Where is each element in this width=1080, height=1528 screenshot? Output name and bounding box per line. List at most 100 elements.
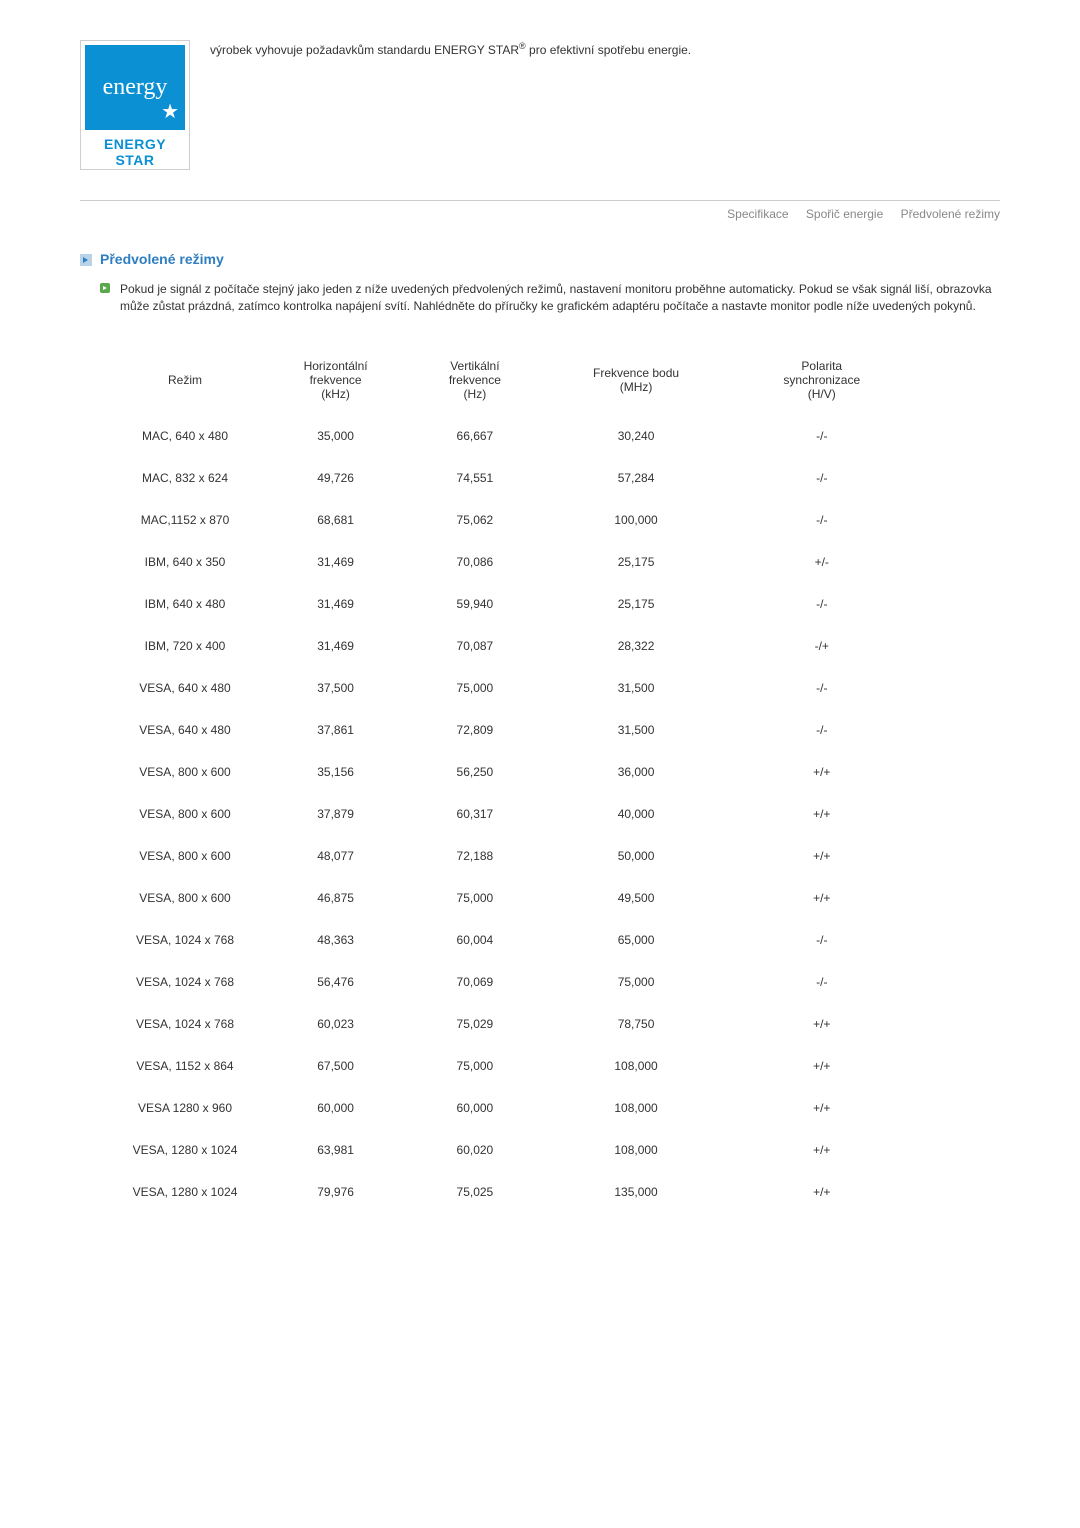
cell-hfreq: 79,976 <box>260 1171 411 1213</box>
cell-vfreq: 75,000 <box>411 1045 538 1087</box>
cell-vfreq: 56,250 <box>411 751 538 793</box>
table-row: IBM, 640 x 48031,46959,94025,175-/- <box>110 583 910 625</box>
cell-polarity: -/- <box>734 457 910 499</box>
cell-pixelclock: 57,284 <box>539 457 734 499</box>
th-pixelclock: Frekvence bodu (MHz) <box>539 345 734 415</box>
cell-hfreq: 35,000 <box>260 415 411 457</box>
table-row: VESA, 800 x 60048,07772,18850,000+/+ <box>110 835 910 877</box>
cell-polarity: +/- <box>734 541 910 583</box>
cell-pixelclock: 28,322 <box>539 625 734 667</box>
cell-vfreq: 75,000 <box>411 877 538 919</box>
cell-pixelclock: 36,000 <box>539 751 734 793</box>
cell-polarity: +/+ <box>734 1003 910 1045</box>
cell-mode: VESA 1280 x 960 <box>110 1087 260 1129</box>
cell-vfreq: 75,025 <box>411 1171 538 1213</box>
cell-mode: VESA, 800 x 600 <box>110 877 260 919</box>
cell-pixelclock: 108,000 <box>539 1129 734 1171</box>
cell-vfreq: 75,029 <box>411 1003 538 1045</box>
cell-hfreq: 63,981 <box>260 1129 411 1171</box>
cell-mode: IBM, 640 x 350 <box>110 541 260 583</box>
cell-vfreq: 60,020 <box>411 1129 538 1171</box>
cell-pixelclock: 30,240 <box>539 415 734 457</box>
cell-mode: VESA, 640 x 480 <box>110 709 260 751</box>
cell-hfreq: 60,000 <box>260 1087 411 1129</box>
cell-pixelclock: 135,000 <box>539 1171 734 1213</box>
heading-text: Předvolené režimy <box>100 251 224 267</box>
table-row: MAC, 832 x 62449,72674,55157,284-/- <box>110 457 910 499</box>
cell-vfreq: 74,551 <box>411 457 538 499</box>
cell-mode: IBM, 720 x 400 <box>110 625 260 667</box>
cell-hfreq: 31,469 <box>260 625 411 667</box>
energy-text-post: pro efektivní spotřebu energie. <box>526 43 691 57</box>
cell-vfreq: 60,000 <box>411 1087 538 1129</box>
cell-polarity: -/- <box>734 961 910 1003</box>
cell-vfreq: 70,086 <box>411 541 538 583</box>
body-bullet-icon <box>100 281 110 291</box>
cell-vfreq: 75,062 <box>411 499 538 541</box>
th-polarity: Polarita synchronizace (H/V) <box>734 345 910 415</box>
nav-spec[interactable]: Specifikace <box>727 207 788 221</box>
top-section: energy ★ ENERGY STAR výrobek vyhovuje po… <box>80 40 1000 170</box>
cell-mode: VESA, 800 x 600 <box>110 835 260 877</box>
cell-pixelclock: 65,000 <box>539 919 734 961</box>
cell-mode: VESA, 1280 x 1024 <box>110 1171 260 1213</box>
cell-vfreq: 60,317 <box>411 793 538 835</box>
cell-polarity: -/- <box>734 499 910 541</box>
cell-hfreq: 68,681 <box>260 499 411 541</box>
cell-hfreq: 56,476 <box>260 961 411 1003</box>
cell-pixelclock: 100,000 <box>539 499 734 541</box>
cell-hfreq: 31,469 <box>260 583 411 625</box>
table-row: IBM, 640 x 35031,46970,08625,175+/- <box>110 541 910 583</box>
table-row: MAC, 640 x 48035,00066,66730,240-/- <box>110 415 910 457</box>
cell-polarity: -/- <box>734 919 910 961</box>
cell-hfreq: 49,726 <box>260 457 411 499</box>
table-row: VESA, 1280 x 102479,97675,025135,000+/+ <box>110 1171 910 1213</box>
cell-polarity: -/- <box>734 415 910 457</box>
cell-vfreq: 59,940 <box>411 583 538 625</box>
cell-vfreq: 72,809 <box>411 709 538 751</box>
table-row: VESA 1280 x 96060,00060,000108,000+/+ <box>110 1087 910 1129</box>
cell-pixelclock: 49,500 <box>539 877 734 919</box>
cell-vfreq: 70,087 <box>411 625 538 667</box>
cell-vfreq: 70,069 <box>411 961 538 1003</box>
cell-polarity: -/+ <box>734 625 910 667</box>
cell-vfreq: 60,004 <box>411 919 538 961</box>
cell-mode: VESA, 1024 x 768 <box>110 919 260 961</box>
heading-bullet-icon <box>80 253 92 265</box>
cell-mode: VESA, 800 x 600 <box>110 751 260 793</box>
nav-saver[interactable]: Spořič energie <box>806 207 883 221</box>
cell-vfreq: 72,188 <box>411 835 538 877</box>
cell-mode: VESA, 1280 x 1024 <box>110 1129 260 1171</box>
table-header-row: Režim Horizontální frekvence (kHz) Verti… <box>110 345 910 415</box>
logo-script: energy <box>103 74 168 101</box>
th-mode: Režim <box>110 345 260 415</box>
table-row: VESA, 1280 x 102463,98160,020108,000+/+ <box>110 1129 910 1171</box>
cell-polarity: +/+ <box>734 1087 910 1129</box>
logo-bar: ENERGY STAR <box>85 130 185 168</box>
logo-upper: energy ★ <box>85 45 185 130</box>
cell-hfreq: 46,875 <box>260 877 411 919</box>
cell-mode: MAC, 640 x 480 <box>110 415 260 457</box>
cell-mode: MAC, 832 x 624 <box>110 457 260 499</box>
cell-polarity: +/+ <box>734 1045 910 1087</box>
cell-hfreq: 37,879 <box>260 793 411 835</box>
cell-polarity: +/+ <box>734 877 910 919</box>
cell-pixelclock: 78,750 <box>539 1003 734 1045</box>
energy-star-logo: energy ★ ENERGY STAR <box>80 40 190 170</box>
cell-pixelclock: 31,500 <box>539 709 734 751</box>
modes-table: Režim Horizontální frekvence (kHz) Verti… <box>110 345 910 1213</box>
cell-vfreq: 75,000 <box>411 667 538 709</box>
table-row: IBM, 720 x 40031,46970,08728,322-/+ <box>110 625 910 667</box>
nav-preset[interactable]: Předvolené režimy <box>901 207 1000 221</box>
table-row: MAC,1152 x 87068,68175,062100,000-/- <box>110 499 910 541</box>
cell-mode: VESA, 1024 x 768 <box>110 961 260 1003</box>
cell-mode: IBM, 640 x 480 <box>110 583 260 625</box>
cell-hfreq: 37,861 <box>260 709 411 751</box>
cell-polarity: +/+ <box>734 751 910 793</box>
cell-pixelclock: 75,000 <box>539 961 734 1003</box>
table-row: VESA, 800 x 60046,87575,00049,500+/+ <box>110 877 910 919</box>
table-row: VESA, 800 x 60037,87960,31740,000+/+ <box>110 793 910 835</box>
cell-pixelclock: 25,175 <box>539 541 734 583</box>
energy-text: výrobek vyhovuje požadavkům standardu EN… <box>210 40 1000 170</box>
cell-hfreq: 48,363 <box>260 919 411 961</box>
